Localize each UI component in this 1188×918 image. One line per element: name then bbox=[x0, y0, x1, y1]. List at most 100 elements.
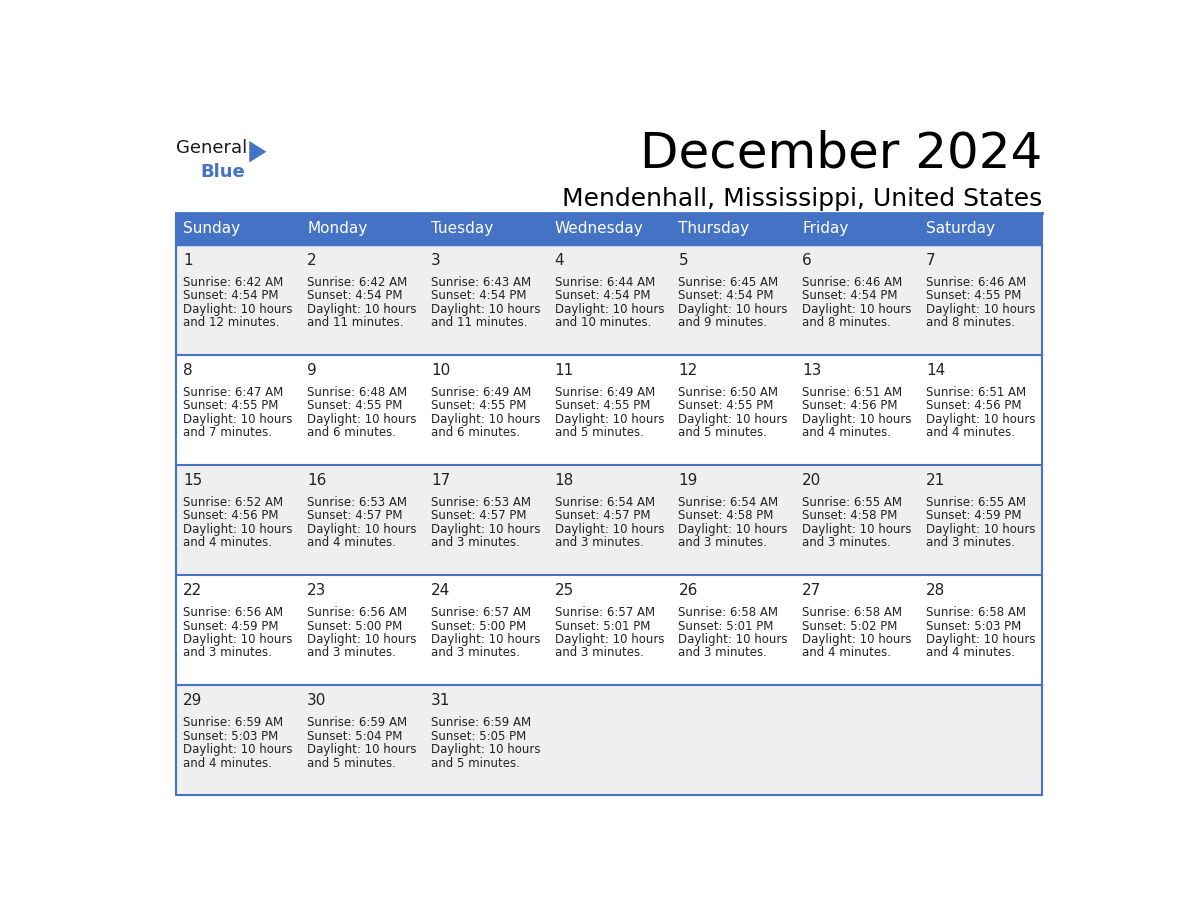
Text: Daylight: 10 hours: Daylight: 10 hours bbox=[183, 633, 293, 646]
Text: 29: 29 bbox=[183, 693, 203, 708]
Text: 20: 20 bbox=[802, 473, 822, 487]
Text: Sunrise: 6:52 AM: Sunrise: 6:52 AM bbox=[183, 496, 284, 509]
Text: and 3 minutes.: and 3 minutes. bbox=[678, 646, 767, 659]
Text: Sunset: 5:03 PM: Sunset: 5:03 PM bbox=[183, 730, 279, 743]
Text: Daylight: 10 hours: Daylight: 10 hours bbox=[927, 413, 1036, 426]
Bar bbox=[671, 213, 795, 245]
Text: Sunrise: 6:54 AM: Sunrise: 6:54 AM bbox=[678, 496, 778, 509]
Text: Sunrise: 6:50 AM: Sunrise: 6:50 AM bbox=[678, 386, 778, 398]
Text: Sunset: 5:01 PM: Sunset: 5:01 PM bbox=[678, 620, 773, 633]
Text: Daylight: 10 hours: Daylight: 10 hours bbox=[678, 633, 788, 646]
Text: 4: 4 bbox=[555, 252, 564, 268]
Text: Sunset: 5:00 PM: Sunset: 5:00 PM bbox=[308, 620, 403, 633]
Text: Sunset: 5:01 PM: Sunset: 5:01 PM bbox=[555, 620, 650, 633]
Text: Daylight: 10 hours: Daylight: 10 hours bbox=[678, 523, 788, 536]
Bar bbox=[176, 245, 1042, 355]
Text: and 5 minutes.: and 5 minutes. bbox=[308, 756, 396, 769]
Text: Tuesday: Tuesday bbox=[431, 221, 493, 236]
Text: Sunset: 4:55 PM: Sunset: 4:55 PM bbox=[431, 399, 526, 412]
Text: Sunset: 4:56 PM: Sunset: 4:56 PM bbox=[183, 509, 279, 522]
Text: 5: 5 bbox=[678, 252, 688, 268]
Text: Sunset: 4:58 PM: Sunset: 4:58 PM bbox=[802, 509, 898, 522]
Text: and 3 minutes.: and 3 minutes. bbox=[555, 646, 644, 659]
Text: 27: 27 bbox=[802, 583, 822, 598]
Text: 25: 25 bbox=[555, 583, 574, 598]
Text: Sunrise: 6:45 AM: Sunrise: 6:45 AM bbox=[678, 275, 778, 288]
Text: Sunrise: 6:57 AM: Sunrise: 6:57 AM bbox=[555, 606, 655, 619]
Text: 17: 17 bbox=[431, 473, 450, 487]
Text: Friday: Friday bbox=[802, 221, 848, 236]
Text: Daylight: 10 hours: Daylight: 10 hours bbox=[308, 523, 417, 536]
Text: Sunset: 4:57 PM: Sunset: 4:57 PM bbox=[555, 509, 650, 522]
Text: and 9 minutes.: and 9 minutes. bbox=[678, 316, 767, 330]
Bar bbox=[176, 213, 299, 245]
Text: and 3 minutes.: and 3 minutes. bbox=[678, 536, 767, 549]
Text: Sunset: 4:56 PM: Sunset: 4:56 PM bbox=[927, 399, 1022, 412]
Text: Daylight: 10 hours: Daylight: 10 hours bbox=[802, 523, 911, 536]
Text: Sunset: 4:55 PM: Sunset: 4:55 PM bbox=[308, 399, 403, 412]
Text: Sunset: 4:55 PM: Sunset: 4:55 PM bbox=[927, 289, 1022, 302]
Text: Sunset: 4:55 PM: Sunset: 4:55 PM bbox=[555, 399, 650, 412]
Text: 26: 26 bbox=[678, 583, 697, 598]
Text: Daylight: 10 hours: Daylight: 10 hours bbox=[308, 303, 417, 316]
Bar bbox=[423, 213, 546, 245]
Text: Saturday: Saturday bbox=[927, 221, 996, 236]
Text: and 11 minutes.: and 11 minutes. bbox=[431, 316, 527, 330]
Text: Sunrise: 6:46 AM: Sunrise: 6:46 AM bbox=[802, 275, 903, 288]
Polygon shape bbox=[249, 141, 266, 162]
Text: and 8 minutes.: and 8 minutes. bbox=[927, 316, 1015, 330]
Bar bbox=[176, 576, 1042, 686]
Text: 24: 24 bbox=[431, 583, 450, 598]
Text: 3: 3 bbox=[431, 252, 441, 268]
Text: Daylight: 10 hours: Daylight: 10 hours bbox=[555, 413, 664, 426]
Text: Sunset: 4:59 PM: Sunset: 4:59 PM bbox=[927, 509, 1022, 522]
Text: 7: 7 bbox=[927, 252, 936, 268]
Text: Sunset: 4:57 PM: Sunset: 4:57 PM bbox=[431, 509, 526, 522]
Text: and 4 minutes.: and 4 minutes. bbox=[183, 536, 272, 549]
Text: and 11 minutes.: and 11 minutes. bbox=[308, 316, 404, 330]
Text: and 6 minutes.: and 6 minutes. bbox=[431, 426, 520, 439]
Text: Sunset: 4:55 PM: Sunset: 4:55 PM bbox=[678, 399, 773, 412]
Text: Daylight: 10 hours: Daylight: 10 hours bbox=[802, 633, 911, 646]
Text: 6: 6 bbox=[802, 252, 813, 268]
Text: Sunset: 4:54 PM: Sunset: 4:54 PM bbox=[555, 289, 650, 302]
Text: Daylight: 10 hours: Daylight: 10 hours bbox=[678, 303, 788, 316]
Text: 22: 22 bbox=[183, 583, 203, 598]
Text: General: General bbox=[176, 140, 247, 157]
Text: Sunrise: 6:42 AM: Sunrise: 6:42 AM bbox=[183, 275, 284, 288]
Text: 18: 18 bbox=[555, 473, 574, 487]
Text: Sunset: 5:05 PM: Sunset: 5:05 PM bbox=[431, 730, 526, 743]
Text: 12: 12 bbox=[678, 363, 697, 377]
Text: Sunrise: 6:58 AM: Sunrise: 6:58 AM bbox=[678, 606, 778, 619]
Text: Thursday: Thursday bbox=[678, 221, 750, 236]
Text: and 3 minutes.: and 3 minutes. bbox=[183, 646, 272, 659]
Text: 23: 23 bbox=[308, 583, 327, 598]
Text: Wednesday: Wednesday bbox=[555, 221, 644, 236]
Text: Daylight: 10 hours: Daylight: 10 hours bbox=[927, 633, 1036, 646]
Text: and 4 minutes.: and 4 minutes. bbox=[802, 426, 891, 439]
Text: 9: 9 bbox=[308, 363, 317, 377]
Text: 11: 11 bbox=[555, 363, 574, 377]
Text: and 5 minutes.: and 5 minutes. bbox=[678, 426, 767, 439]
Text: Sunrise: 6:57 AM: Sunrise: 6:57 AM bbox=[431, 606, 531, 619]
Bar bbox=[918, 213, 1042, 245]
Text: Daylight: 10 hours: Daylight: 10 hours bbox=[308, 743, 417, 756]
Text: and 4 minutes.: and 4 minutes. bbox=[308, 536, 396, 549]
Text: Daylight: 10 hours: Daylight: 10 hours bbox=[555, 303, 664, 316]
Text: 19: 19 bbox=[678, 473, 697, 487]
Text: 31: 31 bbox=[431, 693, 450, 708]
Text: Daylight: 10 hours: Daylight: 10 hours bbox=[183, 523, 293, 536]
Text: 30: 30 bbox=[308, 693, 327, 708]
Text: 14: 14 bbox=[927, 363, 946, 377]
Text: and 3 minutes.: and 3 minutes. bbox=[927, 536, 1015, 549]
Text: December 2024: December 2024 bbox=[640, 129, 1042, 177]
Text: and 6 minutes.: and 6 minutes. bbox=[308, 426, 396, 439]
Text: Sunset: 4:54 PM: Sunset: 4:54 PM bbox=[678, 289, 775, 302]
Text: Sunset: 4:57 PM: Sunset: 4:57 PM bbox=[308, 509, 403, 522]
Text: and 8 minutes.: and 8 minutes. bbox=[802, 316, 891, 330]
Text: Sunset: 5:03 PM: Sunset: 5:03 PM bbox=[927, 620, 1022, 633]
Text: Daylight: 10 hours: Daylight: 10 hours bbox=[183, 303, 293, 316]
Text: 8: 8 bbox=[183, 363, 192, 377]
Text: Daylight: 10 hours: Daylight: 10 hours bbox=[431, 633, 541, 646]
Text: Sunrise: 6:58 AM: Sunrise: 6:58 AM bbox=[802, 606, 902, 619]
